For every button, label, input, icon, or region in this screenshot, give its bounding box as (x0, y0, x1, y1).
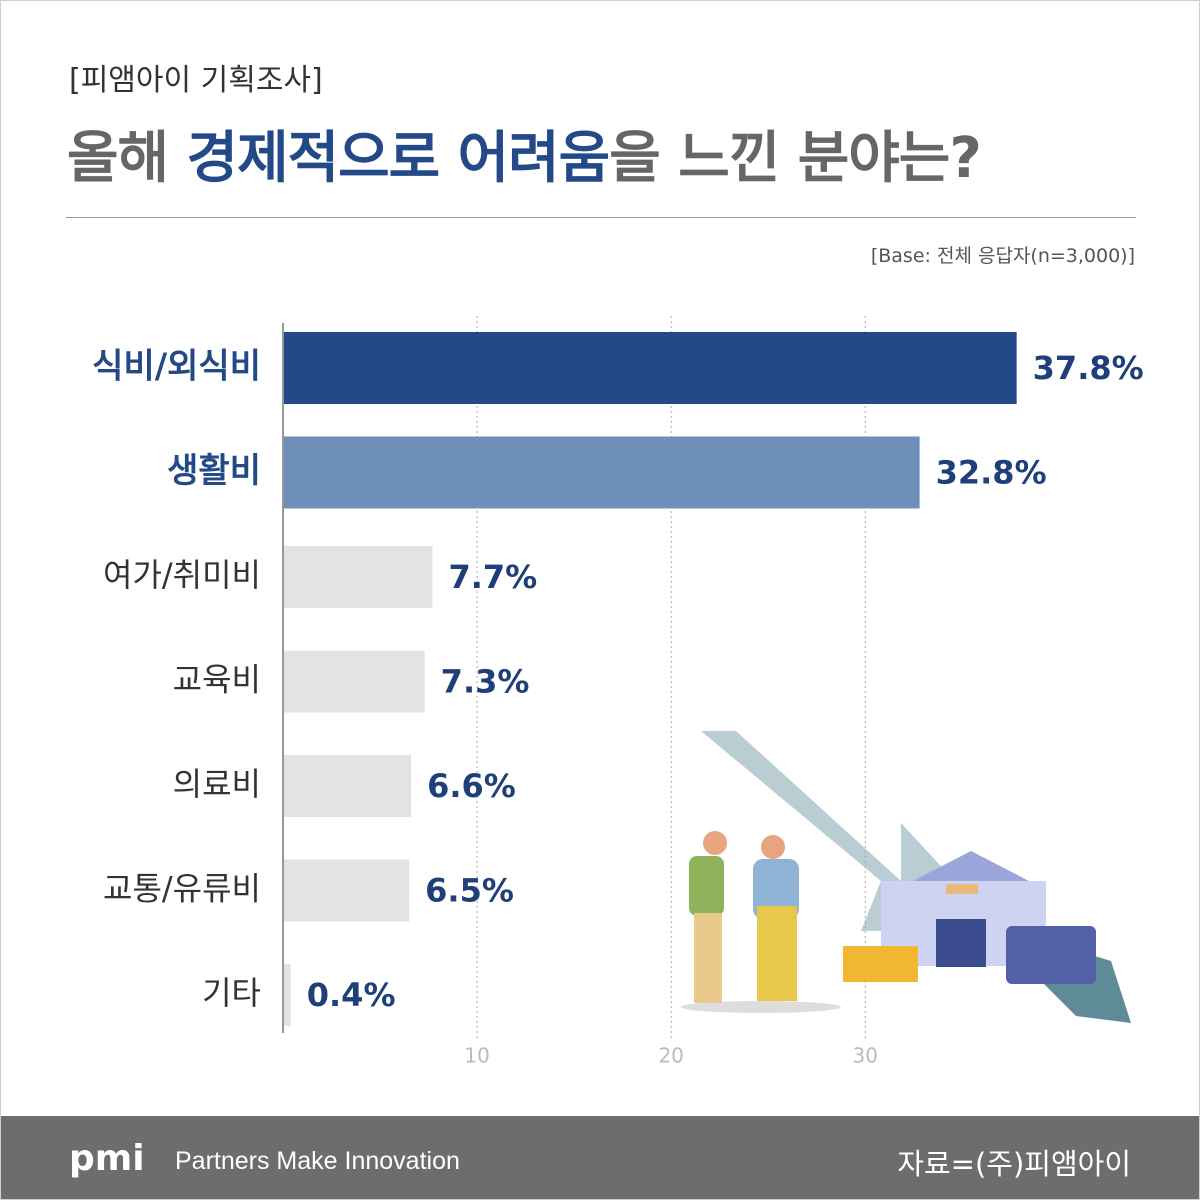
subtitle: [피앰아이 기획조사] (69, 63, 323, 98)
value-label: 32.8% (936, 454, 1047, 492)
bar (283, 964, 291, 1026)
value-label: 7.3% (441, 663, 530, 701)
category-label: 의료비 (173, 765, 261, 803)
x-tick-label: 20 (658, 1044, 683, 1068)
base-note: [Base: 전체 응답자(n=3,000)] (870, 245, 1135, 267)
bar (283, 650, 425, 713)
bar (283, 332, 1017, 404)
source: 자료=(주)피앰아이 (897, 1147, 1131, 1181)
value-label: 0.4% (307, 976, 396, 1014)
bar (283, 859, 410, 922)
bar (283, 436, 920, 509)
bar (283, 755, 412, 817)
title-highlight: 경제적으로 어려움 (186, 126, 611, 191)
x-tick-label: 10 (464, 1044, 489, 1068)
title-part: 을 느낀 분야는? (609, 126, 982, 191)
divider (66, 217, 1136, 218)
category-label: 기타 (202, 974, 261, 1012)
footer: pmi Partners Make Innovation 자료=(주)피앰아이 (1, 1116, 1199, 1199)
category-label: 교육비 (173, 661, 261, 699)
value-label: 6.5% (425, 872, 514, 910)
x-tick-label: 30 (853, 1044, 878, 1068)
chart: 30 20 10 식비/외식비 37.8% 생활비 32.8% 여가/취미비 7.7% 교육비 7… (92, 316, 1144, 1068)
slogan: Partners Make Innovation (175, 1147, 460, 1175)
logo: pmi (69, 1138, 145, 1179)
category-label: 식비/외식비 (92, 347, 261, 387)
title-part: 올해 (67, 126, 187, 191)
value-label: 7.7% (448, 558, 537, 596)
category-label: 생활비 (167, 451, 261, 491)
value-label: 37.8% (1033, 349, 1144, 387)
illustration (681, 731, 1131, 1023)
category-label: 여가/취미비 (103, 556, 261, 594)
category-label: 교통/유류비 (103, 870, 261, 908)
title: 올해 경제적으로 어려움을 느낀 분야는? (67, 113, 982, 194)
value-label: 6.6% (427, 767, 516, 805)
bar (283, 546, 433, 608)
